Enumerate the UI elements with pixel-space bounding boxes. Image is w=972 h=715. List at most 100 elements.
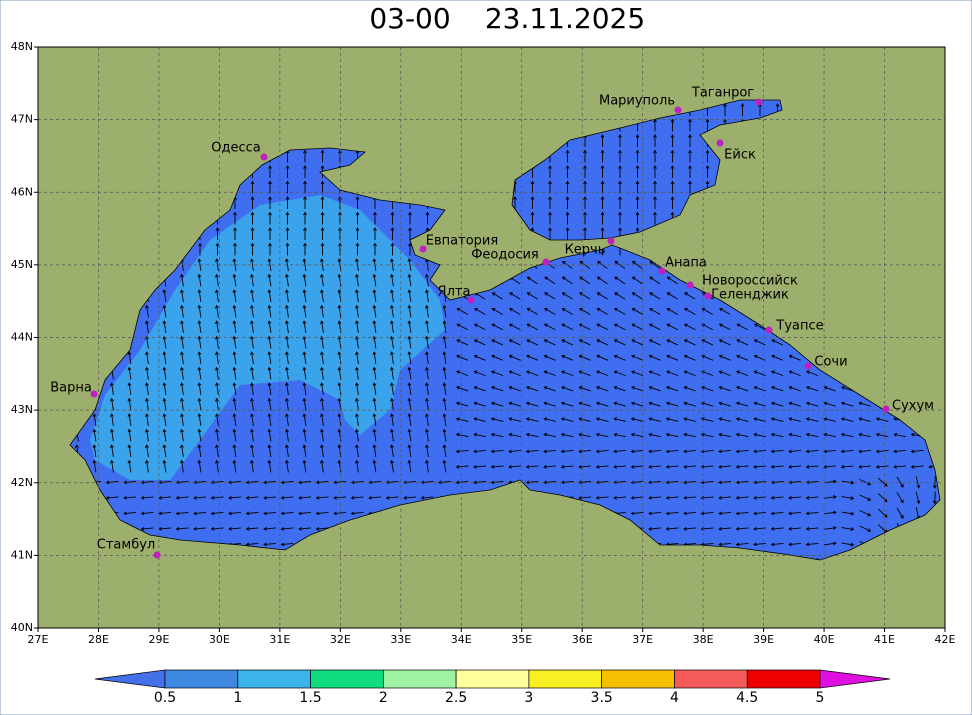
direction-arrow	[372, 444, 377, 458]
direction-arrow	[285, 366, 289, 380]
direction-arrow	[298, 480, 312, 485]
direction-arrow	[579, 308, 591, 315]
direction-arrow	[543, 417, 556, 422]
direction-arrow	[127, 444, 132, 458]
direction-arrow	[268, 242, 272, 256]
direction-arrow	[267, 382, 272, 396]
direction-arrow	[215, 397, 219, 411]
direction-arrow	[735, 386, 749, 392]
direction-arrow	[560, 386, 574, 392]
direction-arrow	[653, 118, 657, 132]
direction-arrow	[770, 386, 784, 392]
city-dot	[658, 267, 666, 275]
direction-arrow	[823, 541, 837, 546]
direction-arrow	[180, 304, 184, 318]
direction-arrow	[490, 464, 504, 469]
direction-arrow	[215, 444, 219, 458]
direction-arrow	[653, 180, 657, 194]
colorbar-segment	[310, 669, 384, 689]
direction-arrow	[548, 227, 552, 240]
lat-tick-label: 45N	[11, 258, 33, 271]
direction-arrow	[302, 335, 307, 349]
direction-arrow	[526, 323, 539, 331]
direction-arrow	[665, 386, 679, 392]
direction-arrow	[840, 449, 854, 454]
direction-arrow	[250, 273, 254, 287]
direction-arrow	[425, 397, 429, 411]
direction-arrow	[544, 276, 556, 285]
direction-arrow	[858, 417, 871, 422]
direction-arrow	[263, 495, 277, 500]
direction-arrow	[267, 320, 272, 334]
direction-arrow	[456, 308, 468, 315]
direction-arrow	[175, 511, 189, 516]
direction-arrow	[105, 495, 119, 500]
direction-arrow	[526, 339, 539, 346]
direction-arrow	[215, 304, 219, 318]
direction-arrow	[665, 432, 679, 438]
direction-arrow	[613, 432, 626, 438]
direction-arrow	[653, 196, 657, 209]
direction-arrow	[631, 370, 644, 377]
direction-arrow	[473, 386, 486, 392]
direction-arrow	[162, 428, 167, 442]
direction-arrow	[613, 449, 627, 454]
direction-arrow	[425, 351, 429, 365]
direction-arrow	[303, 211, 307, 225]
direction-arrow	[823, 510, 837, 515]
direction-arrow	[583, 165, 587, 178]
direction-arrow	[145, 335, 149, 349]
direction-arrow	[858, 432, 871, 438]
direction-arrow	[753, 495, 767, 500]
direction-arrow	[285, 413, 289, 427]
direction-arrow	[162, 397, 167, 411]
direction-arrow	[683, 323, 696, 331]
direction-arrow	[333, 511, 347, 516]
direction-arrow	[491, 370, 504, 377]
direction-arrow	[320, 149, 325, 163]
direction-arrow	[442, 382, 447, 396]
direction-arrow	[210, 511, 224, 516]
direction-arrow	[491, 323, 504, 331]
direction-arrow	[788, 432, 801, 438]
direction-arrow	[915, 491, 921, 505]
direction-arrow	[840, 386, 854, 392]
direction-arrow	[193, 526, 207, 531]
direction-arrow	[355, 397, 359, 411]
direction-arrow	[648, 339, 661, 346]
direction-arrow	[600, 165, 605, 178]
direction-arrow	[320, 397, 324, 411]
direction-arrow	[250, 444, 254, 458]
direction-arrow	[127, 382, 132, 396]
direction-arrow	[127, 413, 132, 427]
direction-arrow	[158, 511, 172, 516]
direction-arrow	[665, 511, 679, 516]
direction-arrow	[285, 273, 289, 287]
direction-arrow	[631, 339, 644, 346]
direction-arrow	[425, 304, 429, 318]
direction-arrow	[823, 432, 836, 438]
direction-arrow	[508, 432, 521, 438]
direction-arrow	[373, 211, 377, 225]
direction-arrow	[268, 165, 272, 178]
city-dot	[755, 98, 763, 106]
direction-arrow	[723, 103, 727, 116]
direction-arrow	[544, 292, 556, 300]
city-label: Ейск	[724, 148, 756, 163]
direction-arrow	[285, 211, 290, 225]
direction-arrow	[718, 339, 731, 346]
direction-arrow	[268, 180, 272, 194]
direction-arrow	[705, 118, 710, 132]
city-dot	[467, 296, 475, 304]
direction-arrow	[618, 149, 622, 163]
direction-arrow	[355, 273, 359, 287]
direction-arrow	[180, 351, 184, 365]
direction-arrow	[355, 351, 359, 365]
direction-arrow	[635, 211, 640, 225]
direction-arrow	[683, 464, 697, 469]
direction-arrow	[228, 480, 242, 485]
city-dot	[765, 326, 773, 334]
direction-arrow	[215, 273, 219, 287]
direction-arrow	[670, 165, 675, 178]
direction-arrow	[490, 417, 504, 422]
